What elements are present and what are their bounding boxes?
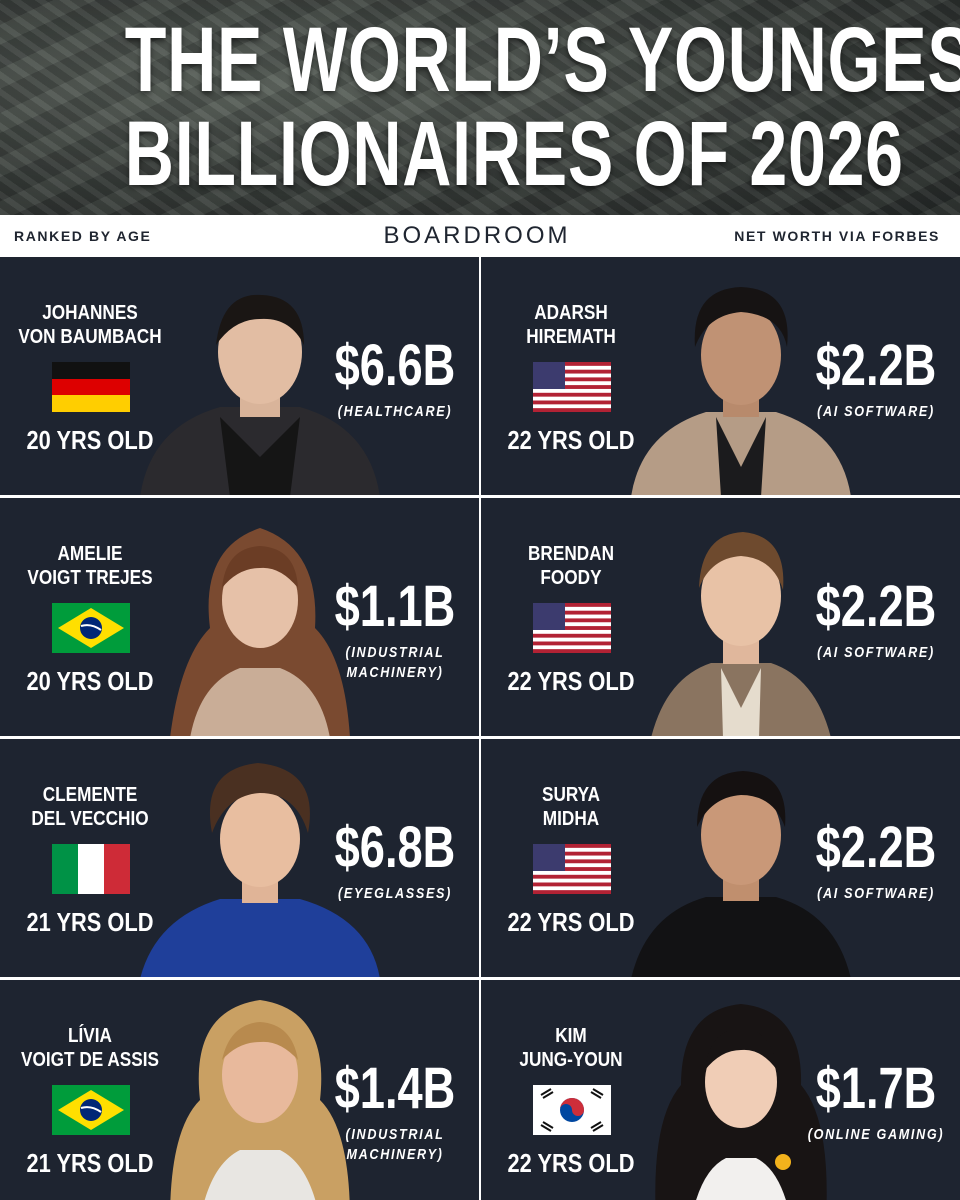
person-card: JOHANNES VON BAUMBACH 20 YRS OLD $6.6B (H… bbox=[0, 257, 479, 495]
portrait-photo bbox=[130, 990, 390, 1200]
industry-label: (ONLINE GAMING) bbox=[807, 1126, 945, 1143]
person-name: ADARSH HIREMATH bbox=[526, 302, 616, 348]
person-name: LÍVIA VOIGT DE ASSIS bbox=[21, 1025, 159, 1071]
person-age: 20 YRS OLD bbox=[26, 425, 154, 455]
source-note: NET WORTH VIA FORBES bbox=[734, 228, 940, 244]
person-name: JOHANNES VON BAUMBACH bbox=[18, 302, 162, 348]
subtitle-bar: RANKED BY AGE BOARDROOM NET WORTH VIA FO… bbox=[0, 215, 960, 257]
header-banner: THE WORLD’S YOUNGEST BILLIONAIRES OF 202… bbox=[0, 0, 960, 215]
billionaires-grid: JOHANNES VON BAUMBACH 20 YRS OLD $6.6B (H… bbox=[0, 257, 960, 1200]
brand-logo: BOARDROOM bbox=[383, 222, 571, 249]
ranking-note: RANKED BY AGE bbox=[14, 228, 152, 244]
portrait-photo bbox=[611, 508, 871, 736]
person-age: 22 YRS OLD bbox=[507, 425, 635, 455]
portrait-photo bbox=[130, 267, 390, 495]
person-card: AMELIE VOIGT TREJES 20 YRS OLD $1.1B (IND… bbox=[0, 498, 479, 736]
net-worth: $1.7B bbox=[815, 1056, 937, 1121]
person-age: 21 YRS OLD bbox=[26, 1148, 154, 1178]
person-card: ADARSH HIREMATH 22 YRS OLD $2.2B (AI SOFT… bbox=[481, 257, 960, 495]
portrait-photo bbox=[611, 749, 871, 977]
industry-label: (INDUSTRIAL MACHINERY) bbox=[345, 644, 445, 681]
person-card: KIM JUNG-YOUN 22 YRS OLD $1.7B (ONLINE GA… bbox=[481, 980, 960, 1200]
person-age: 22 YRS OLD bbox=[507, 1148, 635, 1178]
usa-flag-icon bbox=[533, 603, 611, 653]
brazil-flag-icon bbox=[52, 603, 130, 653]
person-name: BRENDAN FOODY bbox=[528, 543, 614, 589]
industry-label: (HEALTHCARE) bbox=[337, 403, 453, 420]
net-worth: $2.2B bbox=[815, 815, 937, 880]
person-age: 22 YRS OLD bbox=[507, 666, 635, 696]
person-card: CLEMENTE DEL VECCHIO 21 YRS OLD $6.8B (EY… bbox=[0, 739, 479, 977]
net-worth: $2.2B bbox=[815, 574, 937, 639]
portrait-photo bbox=[130, 508, 390, 736]
person-name: KIM JUNG-YOUN bbox=[519, 1025, 623, 1071]
portrait-photo bbox=[611, 267, 871, 495]
row-divider bbox=[0, 495, 960, 498]
person-card: SURYA MIDHA 22 YRS OLD $2.2B (AI SOFTWARE… bbox=[481, 739, 960, 977]
south-korea-flag-icon bbox=[533, 1085, 611, 1135]
usa-flag-icon bbox=[533, 362, 611, 412]
industry-label: (INDUSTRIAL MACHINERY) bbox=[345, 1126, 445, 1163]
usa-flag-icon bbox=[533, 844, 611, 894]
industry-label: (AI SOFTWARE) bbox=[817, 644, 935, 661]
row-divider bbox=[0, 977, 960, 980]
person-name: AMELIE VOIGT TREJES bbox=[27, 543, 153, 589]
net-worth: $6.8B bbox=[334, 815, 456, 880]
germany-flag-icon bbox=[52, 362, 130, 412]
person-age: 21 YRS OLD bbox=[26, 907, 154, 937]
net-worth: $2.2B bbox=[815, 333, 937, 398]
industry-label: (AI SOFTWARE) bbox=[817, 403, 935, 420]
title-line-2: BILLIONAIRES OF 2026 bbox=[124, 103, 904, 205]
industry-label: (EYEGLASSES) bbox=[338, 885, 452, 902]
person-card: LÍVIA VOIGT DE ASSIS 21 YRS OLD $1.4B (IN… bbox=[0, 980, 479, 1200]
net-worth: $1.4B bbox=[334, 1056, 456, 1121]
person-age: 22 YRS OLD bbox=[507, 907, 635, 937]
portrait-photo bbox=[130, 749, 390, 977]
industry-label: (AI SOFTWARE) bbox=[817, 885, 935, 902]
net-worth: $6.6B bbox=[334, 333, 456, 398]
row-divider bbox=[0, 736, 960, 739]
title-line-1: THE WORLD’S YOUNGEST bbox=[124, 9, 960, 111]
person-card: BRENDAN FOODY 22 YRS OLD $2.2B (AI SOFTWA… bbox=[481, 498, 960, 736]
person-name: CLEMENTE DEL VECCHIO bbox=[31, 784, 149, 830]
portrait-photo bbox=[611, 990, 871, 1200]
person-name: SURYA MIDHA bbox=[542, 784, 600, 830]
net-worth: $1.1B bbox=[334, 574, 456, 639]
column-divider bbox=[479, 257, 481, 1200]
italy-flag-icon bbox=[52, 844, 130, 894]
person-age: 20 YRS OLD bbox=[26, 666, 154, 696]
brazil-flag-icon bbox=[52, 1085, 130, 1135]
